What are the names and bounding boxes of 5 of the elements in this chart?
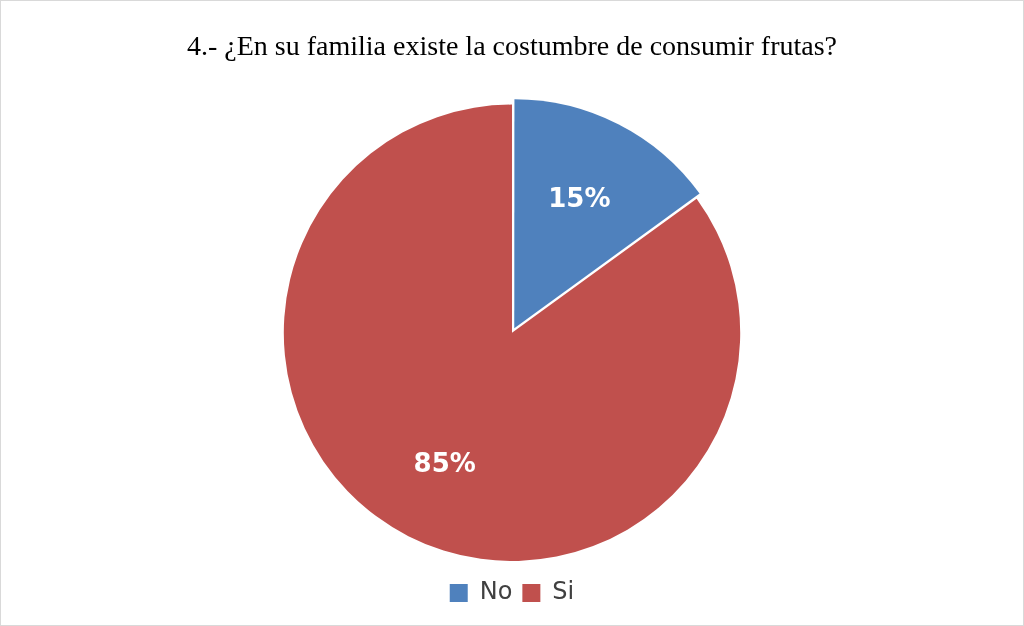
data-label: 15%	[548, 183, 611, 214]
data-label: 85%	[413, 447, 476, 478]
legend-label: No	[479, 577, 513, 606]
legend-label: Si	[552, 577, 575, 606]
chart-title: 4.- ¿En su familia existe la costumbre de consumir frutas?	[186, 30, 838, 62]
